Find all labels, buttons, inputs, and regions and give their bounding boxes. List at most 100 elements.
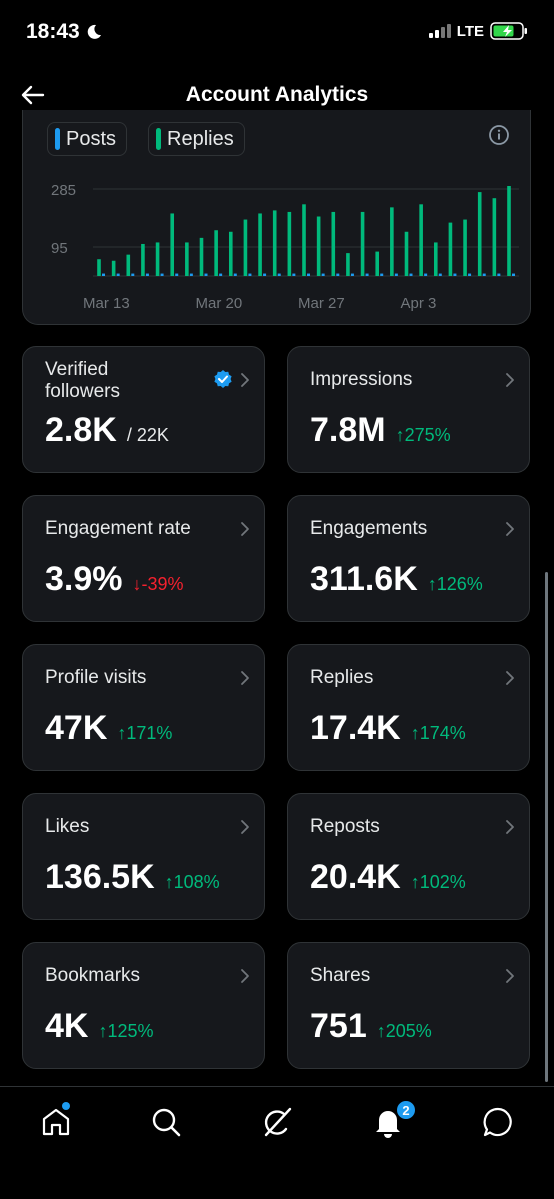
stat-value-row: 20.4K ↑102%: [310, 858, 466, 897]
legend-label-replies: Replies: [167, 127, 234, 150]
stat-card-likes[interactable]: Likes 136.5K ↑108%: [22, 793, 265, 920]
bar-posts[interactable]: [350, 273, 354, 276]
bar-replies[interactable]: [463, 219, 467, 276]
back-arrow-icon[interactable]: [18, 80, 48, 110]
legend-posts[interactable]: Posts: [47, 122, 128, 156]
stat-change-value: 102%: [419, 872, 466, 892]
bar-posts[interactable]: [277, 273, 281, 276]
bar-posts[interactable]: [233, 273, 237, 276]
bar-posts[interactable]: [189, 273, 193, 276]
bar-replies[interactable]: [433, 242, 438, 276]
message-icon[interactable]: [481, 1105, 515, 1139]
scrollbar[interactable]: [545, 572, 548, 1082]
bar-posts[interactable]: [102, 273, 105, 276]
bar-replies[interactable]: [477, 192, 482, 276]
bar-replies[interactable]: [507, 186, 511, 276]
stat-change-value: 205%: [385, 1021, 432, 1041]
bar-posts[interactable]: [336, 273, 340, 276]
search-icon[interactable]: [149, 1105, 183, 1139]
bar-replies[interactable]: [346, 253, 350, 276]
arrow-up-icon: ↑: [164, 872, 174, 892]
bar-posts[interactable]: [409, 273, 413, 276]
stat-change-value: 125%: [107, 1021, 154, 1041]
bar-replies[interactable]: [316, 216, 321, 276]
stat-card-verified-followers[interactable]: Verified followers 2.8K / 22K: [22, 346, 265, 473]
bar-replies[interactable]: [258, 213, 262, 276]
bar-posts[interactable]: [248, 273, 252, 276]
bar-posts[interactable]: [438, 273, 442, 276]
stat-value: 17.4K: [310, 709, 401, 747]
stat-value: 136.5K: [45, 858, 155, 896]
stat-value-row: 2.8K / 22K: [45, 411, 169, 450]
bar-replies[interactable]: [111, 260, 116, 276]
bar-replies[interactable]: [331, 211, 336, 276]
stat-card-shares[interactable]: Shares 751 ↑205%: [287, 942, 530, 1069]
bar-posts[interactable]: [321, 273, 325, 276]
stat-change-value: 174%: [419, 723, 466, 743]
bar-replies[interactable]: [243, 219, 248, 276]
bar-posts[interactable]: [116, 273, 120, 276]
stat-card-bookmarks[interactable]: Bookmarks 4K ↑125%: [22, 942, 265, 1069]
bar-posts[interactable]: [380, 273, 384, 276]
bar-replies[interactable]: [155, 242, 160, 276]
bar-posts[interactable]: [145, 273, 149, 276]
bar-posts[interactable]: [292, 273, 296, 276]
bar-posts[interactable]: [497, 273, 501, 276]
stat-card-engagement-rate[interactable]: Engagement rate 3.9% ↓-39%: [22, 495, 265, 622]
stat-value: 2.8K: [45, 411, 117, 449]
stat-change: ↑126%: [428, 574, 483, 595]
signal-icon: [428, 24, 451, 38]
bar-replies[interactable]: [360, 211, 365, 276]
bar-posts[interactable]: [204, 273, 208, 276]
bar-posts[interactable]: [175, 273, 179, 276]
bar-replies[interactable]: [302, 204, 306, 276]
bell-icon[interactable]: [371, 1105, 405, 1139]
bar-posts[interactable]: [263, 273, 267, 276]
info-icon[interactable]: [488, 124, 510, 146]
bar-replies[interactable]: [390, 207, 394, 276]
stat-card-reposts[interactable]: Reposts 20.4K ↑102%: [287, 793, 530, 920]
stat-change: ↑108%: [165, 872, 220, 893]
chevron-right-icon: [241, 820, 249, 834]
bar-replies[interactable]: [419, 204, 423, 276]
stat-card-profile-visits[interactable]: Profile visits 47K ↑171%: [22, 644, 265, 771]
status-bar: 18:43 LTE: [0, 0, 554, 66]
bar-posts[interactable]: [468, 273, 472, 276]
bar-replies[interactable]: [97, 259, 101, 276]
bar-replies[interactable]: [214, 230, 218, 276]
stat-card-impressions[interactable]: Impressions 7.8M ↑275%: [287, 346, 530, 473]
stat-value-row: 751 ↑205%: [310, 1007, 432, 1046]
bar-replies[interactable]: [272, 210, 277, 276]
bar-posts[interactable]: [482, 273, 486, 276]
bar-posts[interactable]: [219, 273, 223, 276]
bar-posts[interactable]: [424, 273, 428, 276]
bar-posts[interactable]: [131, 273, 135, 276]
bar-posts[interactable]: [394, 273, 398, 276]
bar-posts[interactable]: [453, 273, 457, 276]
home-icon[interactable]: [39, 1105, 73, 1139]
bar-replies[interactable]: [141, 243, 145, 276]
bar-replies[interactable]: [375, 251, 380, 276]
bar-replies[interactable]: [448, 222, 453, 276]
bar-posts[interactable]: [365, 273, 369, 276]
bar-posts[interactable]: [160, 273, 164, 276]
stat-card-replies[interactable]: Replies 17.4K ↑174%: [287, 644, 530, 771]
bar-replies[interactable]: [199, 237, 204, 276]
stat-card-engagements[interactable]: Engagements 311.6K ↑126%: [287, 495, 530, 622]
bar-replies[interactable]: [492, 198, 497, 276]
legend-replies[interactable]: Replies: [148, 122, 245, 156]
bar-replies[interactable]: [404, 231, 409, 276]
bar-replies[interactable]: [185, 242, 189, 276]
stat-value: 47K: [45, 709, 108, 747]
bar-replies[interactable]: [287, 211, 292, 276]
bar-replies[interactable]: [170, 213, 175, 276]
arrow-up-icon: ↑: [98, 1021, 108, 1041]
stat-change: ↑275%: [396, 425, 451, 446]
bar-replies[interactable]: [228, 231, 233, 276]
status-time: 18:43: [26, 20, 102, 44]
bar-posts[interactable]: [307, 273, 310, 276]
bar-replies[interactable]: [126, 254, 131, 276]
grok-icon[interactable]: [260, 1105, 294, 1139]
bar-posts[interactable]: [512, 273, 515, 276]
stat-change: ↑102%: [411, 872, 466, 893]
